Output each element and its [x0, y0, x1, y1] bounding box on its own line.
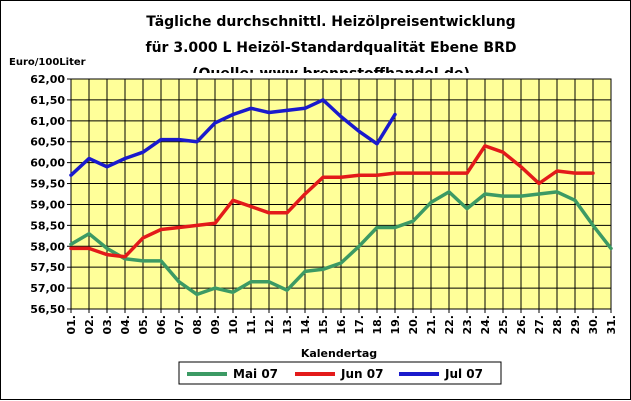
x-tick-label: 09. — [209, 315, 222, 335]
x-tick-label: 24. — [479, 315, 492, 335]
x-tick-label: 13. — [281, 315, 294, 335]
chart-title-line-1: Tägliche durchschnittl. Heizölpreisentwi… — [146, 14, 515, 30]
x-tick-label: 29. — [569, 315, 582, 335]
grid-lines — [67, 78, 612, 313]
x-tick-labels: 01. 02. 03. 04. 05. 06. 07. 08. 09. 10. 11. 12. 13. 1… — [65, 315, 618, 335]
y-tick-label: 57,00 — [30, 282, 65, 295]
y-tick-label: 61,00 — [30, 115, 65, 128]
legend-box — [178, 361, 502, 385]
x-tick-label: 07. — [173, 315, 186, 335]
y-tick-label: 60,50 — [30, 136, 65, 149]
x-tick-label: 25. — [497, 315, 510, 335]
x-tick-label: 26. — [515, 315, 528, 335]
data-series — [69, 98, 613, 297]
x-tick-label: 14. — [299, 315, 312, 335]
x-tick-label: 28. — [551, 315, 564, 335]
chart-title-line-2: für 3.000 L Heizöl-Standardqualität Eben… — [146, 40, 517, 56]
y-tick-label: 58,00 — [30, 240, 65, 253]
y-tick-label: 56,50 — [30, 303, 65, 316]
x-tick-label: 22. — [443, 315, 456, 335]
x-tick-label: 17. — [353, 315, 366, 335]
x-tick-label: 23. — [461, 315, 474, 335]
y-axis-label: Euro/100Liter — [9, 57, 86, 68]
x-axis-label: Kalendertag — [301, 347, 377, 360]
x-tick-label: 19. — [389, 315, 402, 335]
y-tick-label: 62,00 — [30, 73, 65, 86]
x-tick-label: 12. — [263, 315, 276, 335]
y-tick-labels: 56,50 57,00 57,50 58,00 58,50 59,00 59,50 60,00… — [30, 73, 65, 316]
series-line-jun-07 — [69, 144, 595, 259]
x-tick-label: 18. — [371, 315, 384, 335]
series-line-mai-07 — [69, 190, 613, 297]
x-tick-label: 16. — [335, 315, 348, 335]
y-tick-label: 60,00 — [30, 157, 65, 170]
x-tick-label: 10. — [227, 315, 240, 335]
x-tick-label: 04. — [119, 315, 132, 335]
y-tick-label: 57,50 — [30, 261, 65, 274]
x-tick-label: 05. — [137, 315, 150, 335]
x-tick-label: 01. — [65, 315, 78, 335]
y-tick-label: 59,00 — [30, 198, 65, 211]
x-tick-label: 31. — [605, 315, 618, 335]
x-tick-label: 02. — [83, 315, 96, 335]
x-tick-label: 08. — [191, 315, 204, 335]
legend-label: Jun 07 — [340, 367, 383, 381]
x-tick-label: 11. — [245, 315, 258, 335]
y-tick-label: 58,50 — [30, 219, 65, 232]
x-tick-label: 30. — [587, 315, 600, 335]
x-tick-label: 15. — [317, 315, 330, 335]
x-tick-label: 27. — [533, 315, 546, 335]
legend-label: Mai 07 — [233, 367, 278, 381]
x-tick-label: 21. — [425, 315, 438, 335]
legend-label: Jul 07 — [444, 367, 483, 381]
x-tick-label: 03. — [101, 315, 114, 335]
y-tick-label: 59,50 — [30, 178, 65, 191]
x-tick-label: 06. — [155, 315, 168, 335]
legend: Mai 07 Jun 07 Jul 07 — [187, 367, 483, 381]
y-tick-label: 61,50 — [30, 94, 65, 107]
series-line-jul-07 — [69, 98, 397, 177]
x-tick-label: 20. — [407, 315, 420, 335]
